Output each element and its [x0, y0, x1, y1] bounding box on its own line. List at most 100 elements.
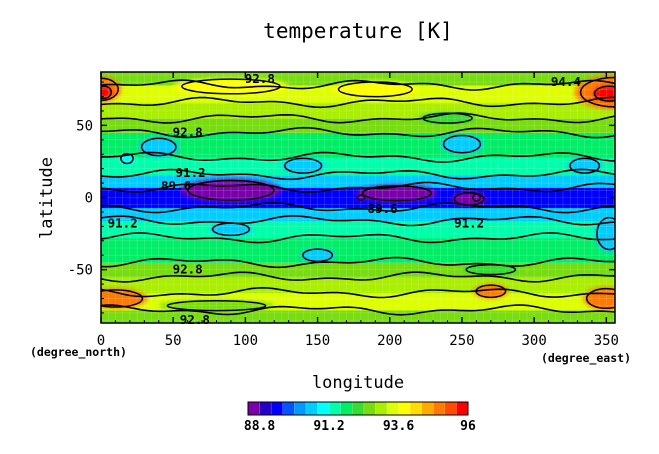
- colorbar-swatch: [421, 402, 434, 415]
- contour-patch-11: [120, 152, 134, 165]
- y-tick-label: 50: [76, 118, 93, 134]
- contour-line-7: [101, 201, 615, 214]
- contour-patch-2: [579, 76, 615, 108]
- contour-label-0: 92.8: [245, 71, 275, 86]
- colorbar-swatch: [386, 402, 399, 415]
- contour-label-6: 91.2: [108, 215, 138, 230]
- contour-line-8: [101, 181, 615, 193]
- contour-line-12: [101, 112, 615, 124]
- contour-label-4: 89.6: [161, 178, 191, 193]
- x-tick-label: 150: [305, 333, 330, 349]
- contour-patch-22: [356, 194, 366, 201]
- colorbar-swatch: [282, 402, 295, 415]
- contour-line-5: [101, 232, 615, 244]
- colorbar-swatch: [248, 402, 260, 415]
- colorbar-tick-label: 93.6: [383, 419, 414, 434]
- contour-patch-7: [585, 287, 615, 310]
- colorbar-swatch: [375, 402, 388, 415]
- patch-layer: [101, 74, 615, 312]
- y-tick-label: 0: [85, 191, 93, 207]
- contour-line-1: [101, 304, 615, 316]
- contour-label-1: 94.4: [551, 74, 581, 89]
- patch-15: [209, 222, 253, 237]
- band-9: [101, 156, 615, 175]
- contour-patch-13: [283, 157, 323, 174]
- x-axis-ticks: 0 50 100 150 200 250 300 350: [97, 72, 619, 349]
- colorbar-frame: [247, 401, 469, 416]
- patch-16: [300, 247, 335, 263]
- x-tick-label: 350: [594, 333, 619, 349]
- x-tick-label: 250: [449, 333, 474, 349]
- contour-line-11: [101, 126, 615, 139]
- band-0: [101, 309, 615, 323]
- y-axis-label: latitude: [37, 157, 57, 239]
- contour-line-2: [101, 286, 615, 299]
- x-tick-label: 200: [377, 333, 402, 349]
- colorbar-swatch: [363, 402, 376, 415]
- contour-patch-4: [181, 78, 281, 95]
- contour-patch-1: [101, 85, 112, 100]
- colorbar-swatch: [259, 402, 272, 415]
- chart-title: temperature [K]: [263, 19, 453, 43]
- band-6: [101, 207, 615, 222]
- contour-label-5: 89.6: [367, 201, 397, 216]
- contour-patch-16: [302, 248, 334, 263]
- colorbar-swatch: [294, 402, 307, 415]
- contour-patch-19: [361, 185, 433, 202]
- contour-label-2: 92.8: [173, 125, 203, 140]
- contour-line-6: [101, 214, 615, 227]
- x-axis-label: longitude: [312, 373, 404, 393]
- contour-line-14: [101, 79, 615, 91]
- colorbar-swatch: [433, 402, 446, 415]
- plot-area: [101, 72, 615, 323]
- contour-patch-21: [471, 193, 481, 202]
- colorbar-swatch: [329, 402, 341, 415]
- contour-patch-14: [569, 157, 601, 174]
- band-2: [101, 276, 615, 294]
- patch-21: [472, 193, 481, 202]
- contour-patch-24: [465, 263, 517, 276]
- patch-8: [473, 284, 509, 299]
- contour-patch-17: [596, 216, 615, 251]
- contour-patch-20: [453, 192, 485, 206]
- colorbar-swatch: [352, 402, 365, 415]
- patch-23: [418, 112, 477, 124]
- band-12: [101, 101, 615, 119]
- contour-labels: 92.8 94.492.891.289.689.691.2 91.292.892.8: [108, 71, 581, 327]
- contour-patch-12: [442, 134, 482, 154]
- contour-patch-10: [140, 137, 177, 157]
- contour-patch-5: [337, 81, 413, 98]
- colorbar-swatch: [305, 402, 318, 415]
- temperature-field: [101, 72, 615, 323]
- patch-9: [158, 299, 275, 312]
- contour-label-3: 91.2: [175, 165, 205, 180]
- contour-patch-23: [422, 112, 473, 124]
- colorbar: [247, 401, 469, 416]
- patch-24: [461, 263, 520, 276]
- contour-patch-15: [211, 222, 251, 237]
- contour-label-9: 92.8: [180, 312, 210, 327]
- contour-lines: [101, 76, 615, 316]
- x-tick-label: 300: [521, 333, 546, 349]
- y-axis-unit: (degree_north): [30, 345, 127, 360]
- y-tick-label: -50: [68, 263, 93, 279]
- colorbar-swatch: [340, 402, 353, 415]
- patch-1: [101, 84, 113, 100]
- colorbar-tick-label: 88.8: [244, 419, 275, 434]
- contour-patch-9: [166, 300, 267, 312]
- colorbar-swatch: [317, 402, 330, 415]
- contour-patch-8: [475, 284, 507, 299]
- contour-line-13: [101, 96, 615, 109]
- band-4: [101, 237, 615, 263]
- contour-line-4: [101, 256, 615, 269]
- contour-patch-18: [187, 179, 275, 201]
- y-axis-ticks: -50 0 50: [68, 81, 615, 314]
- x-tick-label: 0: [97, 333, 105, 349]
- contour-label-8: 92.8: [173, 262, 203, 277]
- contour-line-9: [101, 168, 615, 181]
- colorbar-swatch: [456, 402, 469, 415]
- colorbar-ticks: 88.8 91.2 93.6 96: [244, 419, 476, 434]
- contour-line-3: [101, 271, 615, 283]
- band-10: [101, 132, 615, 158]
